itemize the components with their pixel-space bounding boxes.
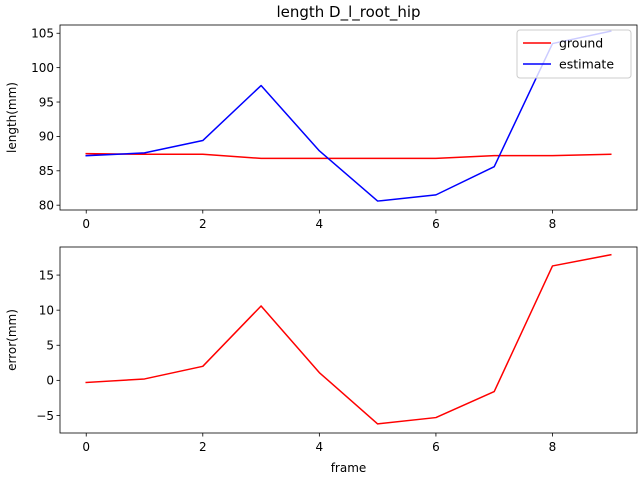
chart1-x-tick-label: 4 — [316, 217, 324, 231]
chart2-y-tick-label: 15 — [39, 268, 54, 282]
chart1-legend-label-ground: ground — [559, 36, 603, 51]
chart1-x-tick-label: 8 — [549, 217, 557, 231]
chart1-title: length D_l_root_hip — [276, 3, 420, 22]
chart1-panel: 0 2 4 6 8 80 85 90 95 100 105 length D_l_root_hiple… — [5, 3, 638, 231]
chart1-legend-label-estimate: estimate — [559, 57, 614, 72]
chart2-series-line-1 — [85, 253, 612, 425]
chart2-x-tick-label: 2 — [199, 440, 207, 454]
chart2-y-tick-label: 0 — [46, 374, 54, 388]
chart2-y-axis-label: error(mm) — [5, 309, 19, 371]
chart2-x-tick-label: 6 — [432, 440, 440, 454]
chart1-y-tick-label: 85 — [39, 164, 54, 178]
chart2-panel: 0 2 4 6 8 −5 0 5 10 15 error(mm) frame — [5, 246, 638, 475]
chart2-x-tick-label: 0 — [82, 440, 90, 454]
chart1-x-tick-label: 6 — [432, 217, 440, 231]
chart1-y-tick-label: 80 — [39, 198, 54, 212]
chart1-x-tick-label: 0 — [82, 217, 90, 231]
chart1-y-axis-label: length(mm) — [5, 82, 19, 153]
chart2-y-tick-label: −5 — [36, 409, 54, 423]
chart1-series-ground — [85, 152, 612, 160]
chart2-x-tick-label: 8 — [549, 440, 557, 454]
chart1-y-tick-label: 95 — [39, 95, 54, 109]
chart2-x-axis-label: frame — [331, 461, 367, 475]
chart2-axes-frame — [59, 246, 638, 434]
chart2-y-tick-label: 5 — [46, 339, 54, 353]
chart1-series-estimate — [85, 30, 612, 202]
chart1-legend-box — [516, 29, 632, 79]
chart2-x-tick-label: 4 — [316, 440, 324, 454]
chart1-x-tick-label: 2 — [199, 217, 207, 231]
chart1-y-tick-label: 90 — [39, 130, 54, 144]
chart1-y-tick-label: 100 — [31, 61, 54, 75]
chart1-y-tick-label: 105 — [31, 27, 54, 41]
chart1-axes-frame — [59, 24, 638, 211]
chart2-y-tick-label: 10 — [39, 303, 54, 317]
chart1-legend: ground estimate — [516, 29, 632, 79]
